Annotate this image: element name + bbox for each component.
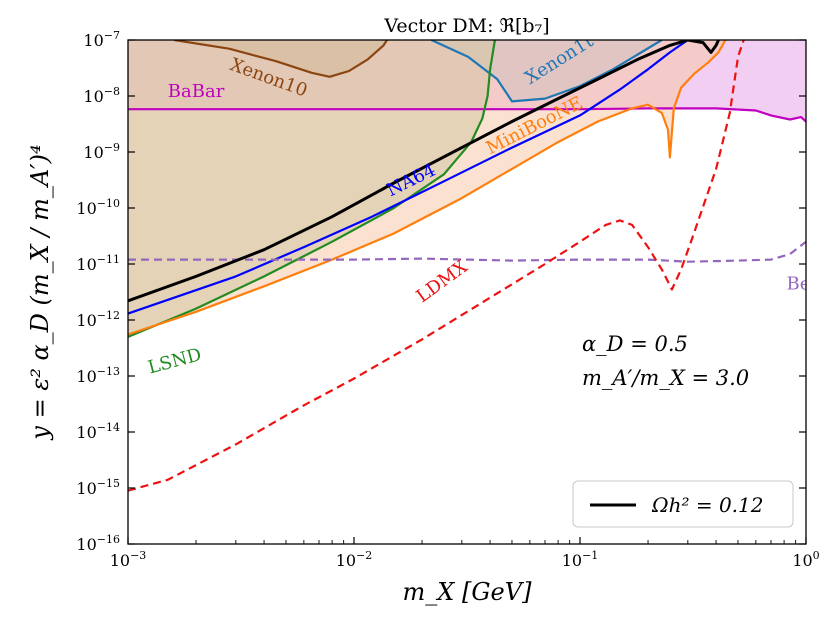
y-tick-label: 10−13	[76, 365, 120, 386]
series-line-lsnd	[128, 40, 496, 338]
series-line-babar	[128, 107, 806, 123]
axis-ticks: 10−3 10−2 10−1 100 10−16 10−15 10−14 10−13 10−12…	[76, 29, 819, 570]
series-line-xenon10	[173, 40, 388, 78]
x-tick-label: 10−3	[110, 549, 147, 570]
x-tick-label: 10−1	[562, 549, 599, 570]
region-miniboone	[128, 40, 726, 335]
annotation-alpha-d: α_D = 0.5	[582, 332, 688, 356]
y-tick-label: 10−11	[76, 253, 120, 274]
series-line-xenon1t	[430, 40, 663, 103]
curve-label-lsnd: LSND	[146, 344, 204, 378]
series-lines	[128, 40, 806, 492]
y-tick-label: 10−15	[76, 477, 120, 498]
curve-label-babar: BaBar	[168, 81, 225, 102]
plot-frame	[127, 39, 807, 545]
legend-label-relic: Ωh² = 0.12	[651, 493, 763, 517]
series-line-na64	[128, 40, 689, 315]
y-tick-label: 10−10	[76, 197, 120, 218]
x-axis-title: m_X [GeV]	[403, 578, 533, 606]
series-line-miniboone	[128, 40, 727, 336]
chart-title: Vector DM: ℜ[b₇]	[383, 15, 549, 37]
curve-label-ldmx: LDMX	[413, 256, 472, 307]
y-axis-title: y = ε² α_D (m_X / m_A′)⁴	[26, 144, 54, 440]
series-line-h-0-12	[128, 40, 720, 303]
series-line-belle-ii	[128, 240, 806, 263]
legend-box	[572, 480, 794, 528]
curve-label-belle-ii: Belle II	[787, 274, 831, 295]
y-tick-label: 10−14	[76, 421, 120, 442]
x-tick-label: 10−2	[336, 549, 373, 570]
legend: Ωh² = 0.12	[572, 480, 794, 528]
annotation-mass-ratio: m_A′/m_X = 3.0	[582, 366, 749, 390]
y-tick-label: 10−8	[83, 85, 120, 106]
y-tick-label: 10−7	[83, 29, 120, 50]
x-tick-label: 100	[792, 549, 819, 570]
y-tick-label: 10−12	[76, 309, 120, 330]
series-line-ldmx	[128, 40, 745, 492]
y-tick-label: 10−9	[83, 141, 120, 162]
y-tick-label: 10−16	[76, 533, 120, 554]
